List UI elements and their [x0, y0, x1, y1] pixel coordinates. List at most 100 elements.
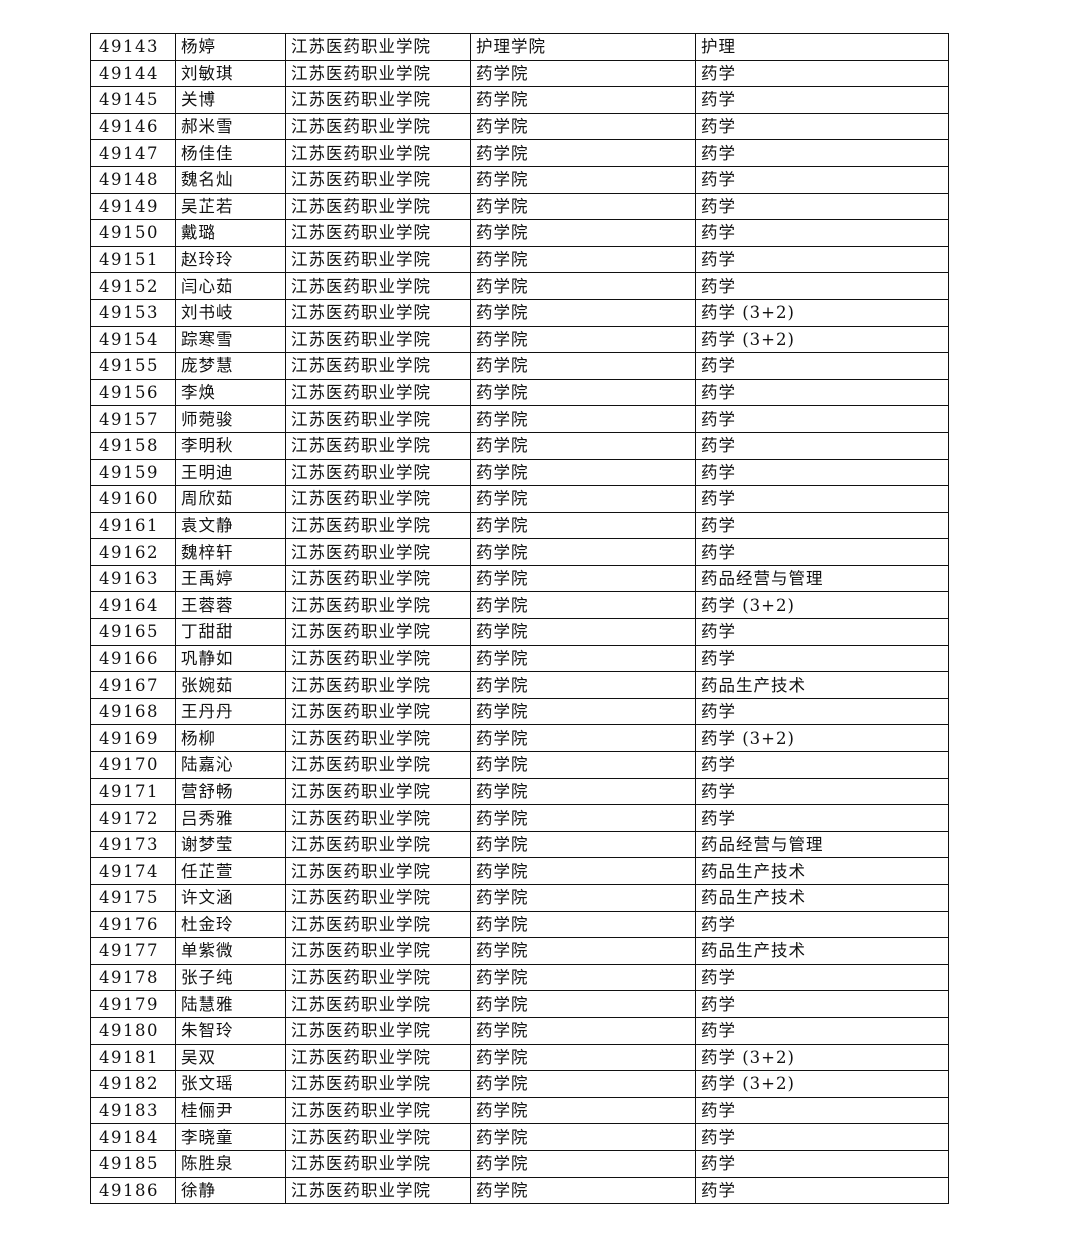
school-cell: 江苏医药职业学院 [285, 671, 471, 699]
id-cell: 49181 [90, 1043, 176, 1072]
school-cell: 江苏医药职业学院 [285, 431, 471, 460]
id-cell: 49155 [90, 352, 176, 380]
table-row: 49151 赵玲玲 江苏医药职业学院 药学院 药学 [90, 245, 949, 274]
table-row: 49175 许文涵 江苏医药职业学院 药学院 药品生产技术 [90, 884, 949, 912]
table-row: 49146 郝米雪 江苏医药职业学院 药学院 药学 [90, 112, 949, 141]
major-cell: 药学 [695, 405, 949, 433]
table-row: 49184 李晓童 江苏医药职业学院 药学院 药学 [90, 1123, 949, 1151]
school-cell: 江苏医药职业学院 [285, 352, 471, 380]
school-cell: 江苏医药职业学院 [285, 1096, 471, 1125]
table-row: 49165 丁甜甜 江苏医药职业学院 药学院 药学 [90, 618, 949, 646]
college-cell: 药学院 [470, 804, 696, 832]
name-cell: 杨柳 [175, 724, 286, 753]
table-row: 49161 袁文静 江苏医药职业学院 药学院 药学 [90, 511, 949, 540]
college-cell: 药学院 [470, 1096, 696, 1125]
id-cell: 49182 [90, 1070, 176, 1098]
name-cell: 踪寒雪 [175, 325, 286, 354]
college-cell: 药学院 [470, 618, 696, 646]
id-cell: 49180 [90, 1016, 176, 1045]
table-row: 49176 杜金玲 江苏医药职业学院 药学院 药学 [90, 910, 949, 939]
id-cell: 49173 [90, 830, 176, 859]
table-row: 49150 戴璐 江苏医药职业学院 药学院 药学 [90, 219, 949, 247]
name-cell: 刘书岐 [175, 298, 286, 327]
major-cell: 药品经营与管理 [695, 830, 949, 859]
name-cell: 巩静如 [175, 644, 286, 673]
id-cell: 49178 [90, 963, 176, 992]
school-cell: 江苏医药职业学院 [285, 33, 471, 61]
id-cell: 49151 [90, 245, 176, 274]
id-cell: 49145 [90, 86, 176, 114]
id-cell: 49167 [90, 671, 176, 699]
major-cell: 药学 [695, 1149, 949, 1178]
school-cell: 江苏医药职业学院 [285, 857, 471, 885]
id-cell: 49149 [90, 192, 176, 221]
school-cell: 江苏医药职业学院 [285, 219, 471, 247]
name-cell: 任芷萱 [175, 857, 286, 885]
name-cell: 李焕 [175, 378, 286, 407]
school-cell: 江苏医药职业学院 [285, 1070, 471, 1098]
name-cell: 袁文静 [175, 511, 286, 540]
id-cell: 49146 [90, 112, 176, 141]
major-cell: 药学 [695, 644, 949, 673]
id-cell: 49172 [90, 804, 176, 832]
college-cell: 药学院 [470, 777, 696, 806]
college-cell: 药学院 [470, 564, 696, 593]
school-cell: 江苏医药职业学院 [285, 325, 471, 354]
major-cell: 药学 [695, 59, 949, 88]
table-row: 49164 王蓉蓉 江苏医药职业学院 药学院 药学 (3+2) [90, 591, 949, 620]
major-cell: 药学 [695, 804, 949, 832]
table-row: 49166 巩静如 江苏医药职业学院 药学院 药学 [90, 644, 949, 673]
name-cell: 丁甜甜 [175, 618, 286, 646]
major-cell: 药学 [695, 1096, 949, 1125]
college-cell: 药学院 [470, 352, 696, 380]
college-cell: 药学院 [470, 86, 696, 114]
id-cell: 49179 [90, 990, 176, 1018]
name-cell: 谢梦莹 [175, 830, 286, 859]
school-cell: 江苏医药职业学院 [285, 1123, 471, 1151]
school-cell: 江苏医药职业学院 [285, 1176, 471, 1205]
name-cell: 郝米雪 [175, 112, 286, 141]
college-cell: 药学院 [470, 990, 696, 1018]
name-cell: 关博 [175, 86, 286, 114]
school-cell: 江苏医药职业学院 [285, 245, 471, 274]
school-cell: 江苏医药职业学院 [285, 458, 471, 487]
table-row: 49183 桂俪尹 江苏医药职业学院 药学院 药学 [90, 1096, 949, 1125]
major-cell: 药学 [695, 139, 949, 167]
name-cell: 徐静 [175, 1176, 286, 1205]
school-cell: 江苏医药职业学院 [285, 59, 471, 88]
table-row: 49162 魏梓轩 江苏医药职业学院 药学院 药学 [90, 538, 949, 566]
table-row: 49169 杨柳 江苏医药职业学院 药学院 药学 (3+2) [90, 724, 949, 753]
id-cell: 49169 [90, 724, 176, 753]
id-cell: 49150 [90, 219, 176, 247]
table-row: 49171 营舒畅 江苏医药职业学院 药学院 药学 [90, 777, 949, 806]
name-cell: 营舒畅 [175, 777, 286, 806]
student-list-table: 49143 杨婷 江苏医药职业学院 护理学院 护理 49144 刘敏琪 江苏医药职业学院 药学院… [90, 33, 949, 1205]
table-row: 49173 谢梦莹 江苏医药职业学院 药学院 药品经营与管理 [90, 830, 949, 859]
major-cell: 药品生产技术 [695, 671, 949, 699]
college-cell: 药学院 [470, 245, 696, 274]
name-cell: 李晓童 [175, 1123, 286, 1151]
college-cell: 药学院 [470, 644, 696, 673]
college-cell: 药学院 [470, 937, 696, 965]
name-cell: 吕秀雅 [175, 804, 286, 832]
name-cell: 桂俪尹 [175, 1096, 286, 1125]
name-cell: 张婉茹 [175, 671, 286, 699]
college-cell: 药学院 [470, 751, 696, 779]
college-cell: 药学院 [470, 511, 696, 540]
major-cell: 药学 (3+2) [695, 1043, 949, 1072]
id-cell: 49160 [90, 485, 176, 513]
table-row: 49181 吴双 江苏医药职业学院 药学院 药学 (3+2) [90, 1043, 949, 1072]
table-row: 49174 任芷萱 江苏医药职业学院 药学院 药品生产技术 [90, 857, 949, 885]
school-cell: 江苏医药职业学院 [285, 751, 471, 779]
id-cell: 49147 [90, 139, 176, 167]
college-cell: 药学院 [470, 485, 696, 513]
name-cell: 杨婷 [175, 33, 286, 61]
table-row: 49152 闫心茹 江苏医药职业学院 药学院 药学 [90, 272, 949, 300]
id-cell: 49170 [90, 751, 176, 779]
name-cell: 李明秋 [175, 431, 286, 460]
table-row: 49168 王丹丹 江苏医药职业学院 药学院 药学 [90, 697, 949, 726]
major-cell: 药学 [695, 352, 949, 380]
name-cell: 王禹婷 [175, 564, 286, 593]
name-cell: 杨佳佳 [175, 139, 286, 167]
name-cell: 王丹丹 [175, 697, 286, 726]
